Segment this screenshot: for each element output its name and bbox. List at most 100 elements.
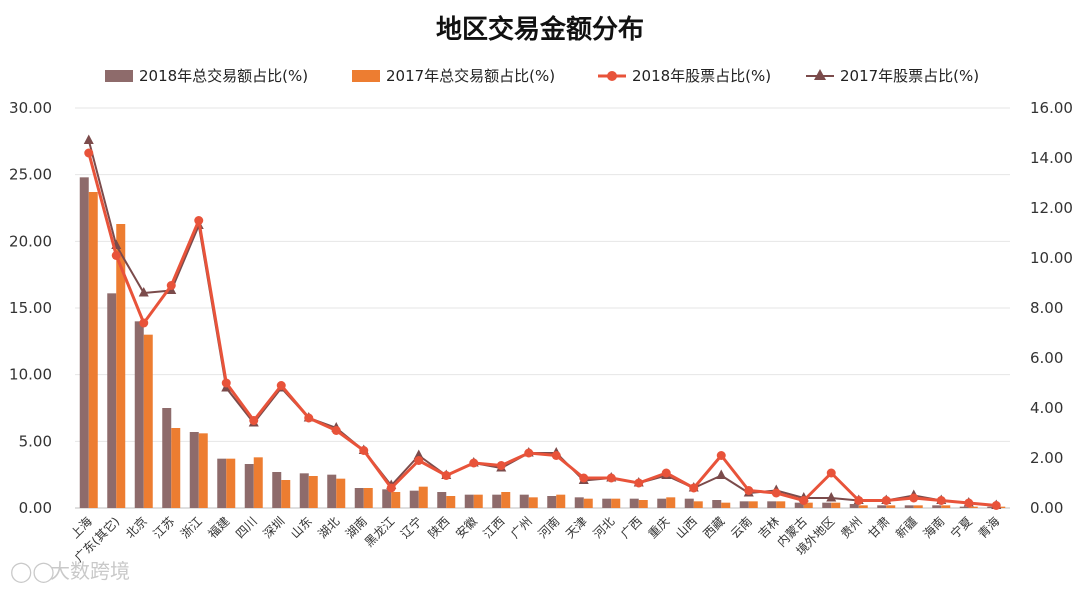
category-label: 陕西 xyxy=(425,514,453,542)
bar-2018-total xyxy=(767,501,777,508)
bar-2018-total xyxy=(739,501,749,508)
bar-2018-total xyxy=(382,489,392,508)
point-2018-stock xyxy=(414,456,424,465)
bar-2017-total xyxy=(583,498,593,508)
point-2018-stock xyxy=(991,501,1001,510)
category-label: 青海 xyxy=(975,514,1003,542)
bar-2017-total xyxy=(391,492,401,508)
bar-2018-total xyxy=(519,494,529,508)
right-tick-label: 0.00 xyxy=(1030,499,1063,517)
bar-2017-total xyxy=(638,500,648,508)
category-label: 辽宁 xyxy=(397,514,425,542)
bar-2017-total xyxy=(116,224,126,508)
bar-2018-total xyxy=(794,502,804,508)
category-label: 云南 xyxy=(727,514,755,542)
point-2018-stock xyxy=(744,486,754,495)
category-label: 福建 xyxy=(205,514,233,542)
point-2018-stock xyxy=(441,471,451,480)
point-2018-stock xyxy=(936,496,946,505)
bar-2017-total xyxy=(858,505,868,508)
point-2018-stock xyxy=(661,468,671,478)
point-2018-stock xyxy=(771,488,781,498)
legend-marker xyxy=(814,69,826,80)
line-2017-stock xyxy=(87,140,997,507)
bar-2017-total xyxy=(501,492,511,508)
bar-2018-total xyxy=(904,505,914,508)
legend-label: 2018年股票占比(%) xyxy=(632,67,771,85)
bar-2018-total xyxy=(134,321,144,508)
point-2018-stock xyxy=(304,413,314,423)
left-tick-label: 10.00 xyxy=(9,366,52,384)
bar-2018-total xyxy=(932,505,942,508)
legend-label: 2017年股票占比(%) xyxy=(840,67,979,85)
bar-2018-total xyxy=(547,496,557,508)
point-2018-stock xyxy=(496,461,506,470)
category-label: 黑龙江 xyxy=(362,514,397,549)
bar-2017-total xyxy=(281,480,291,508)
point-2018-stock xyxy=(194,216,204,225)
bar-2017-total xyxy=(693,501,703,508)
category-label: 山东 xyxy=(288,514,315,541)
right-tick-label: 2.00 xyxy=(1030,449,1063,467)
bar-2017-total xyxy=(831,502,841,508)
category-label: 重庆 xyxy=(645,514,672,541)
bar-2017-total xyxy=(666,497,676,508)
bar-2017-total xyxy=(941,505,951,508)
bar-2018-total xyxy=(959,506,969,508)
category-label: 浙江 xyxy=(178,514,205,541)
bar-2017-total xyxy=(226,458,236,508)
bar-2018-total xyxy=(602,498,612,508)
right-tick-label: 4.00 xyxy=(1030,399,1063,417)
category-label: 广州 xyxy=(508,514,535,541)
right-tick-label: 10.00 xyxy=(1030,249,1073,267)
left-tick-label: 20.00 xyxy=(9,232,52,250)
bar-2018-total xyxy=(409,490,419,508)
point-2018-stock xyxy=(826,468,836,478)
left-tick-label: 0.00 xyxy=(19,499,52,517)
category-label: 北京 xyxy=(123,514,150,541)
bar-2017-total xyxy=(171,428,181,508)
category-label: 海南 xyxy=(920,514,948,542)
point-2018-stock xyxy=(881,496,891,505)
bar-2018-total xyxy=(244,464,254,508)
bar-2017-total xyxy=(446,496,456,508)
category-label: 河北 xyxy=(590,514,617,541)
legend-marker xyxy=(607,71,617,81)
category-label: 湖北 xyxy=(315,514,343,542)
bar-2018-total xyxy=(299,473,309,508)
bar-2017-total xyxy=(996,506,1006,508)
point-2018-stock xyxy=(964,498,974,508)
bar-2018-total xyxy=(877,505,887,508)
right-tick-label: 14.00 xyxy=(1030,149,1073,167)
category-label: 甘肃 xyxy=(865,514,892,541)
category-label: 贵州 xyxy=(838,514,865,541)
point-2018-stock xyxy=(386,483,396,493)
bar-2017-total xyxy=(363,488,373,508)
line-series xyxy=(83,134,1002,510)
right-tick-label: 8.00 xyxy=(1030,299,1063,317)
bar-2018-total xyxy=(437,492,447,508)
legend-swatch xyxy=(352,70,380,82)
bar-2017-total xyxy=(88,192,98,508)
left-axis: 0.00 5.00 10.00 15.00 20.00 25.00 30.00 xyxy=(9,99,52,517)
bar-2018-total xyxy=(464,494,474,508)
point-2018-stock xyxy=(634,478,644,488)
point-2018-stock xyxy=(909,493,919,503)
bar-2018-total xyxy=(712,500,722,508)
point-2017-stock xyxy=(83,134,94,144)
bar-2017-total xyxy=(528,497,538,508)
point-2018-stock xyxy=(689,483,699,493)
point-2018-stock xyxy=(249,416,259,425)
point-2018-stock xyxy=(579,473,589,483)
bar-2017-total xyxy=(473,494,483,508)
point-2017-stock xyxy=(413,449,424,459)
bar-2017-total xyxy=(803,502,813,508)
point-2018-stock xyxy=(139,318,149,328)
bar-2017-total xyxy=(776,501,786,508)
legend-label: 2018年总交易额占比(%) xyxy=(139,67,308,85)
right-tick-label: 12.00 xyxy=(1030,199,1073,217)
bar-2018-total xyxy=(327,474,337,508)
left-tick-label: 25.00 xyxy=(9,166,52,184)
x-axis: 上海广东(其它) 北京 江苏 浙江 福建 四川 深圳 山东 湖北 湖南黑龙江 辽宁 陕西 安徽 江西 广州河… xyxy=(67,514,1002,565)
